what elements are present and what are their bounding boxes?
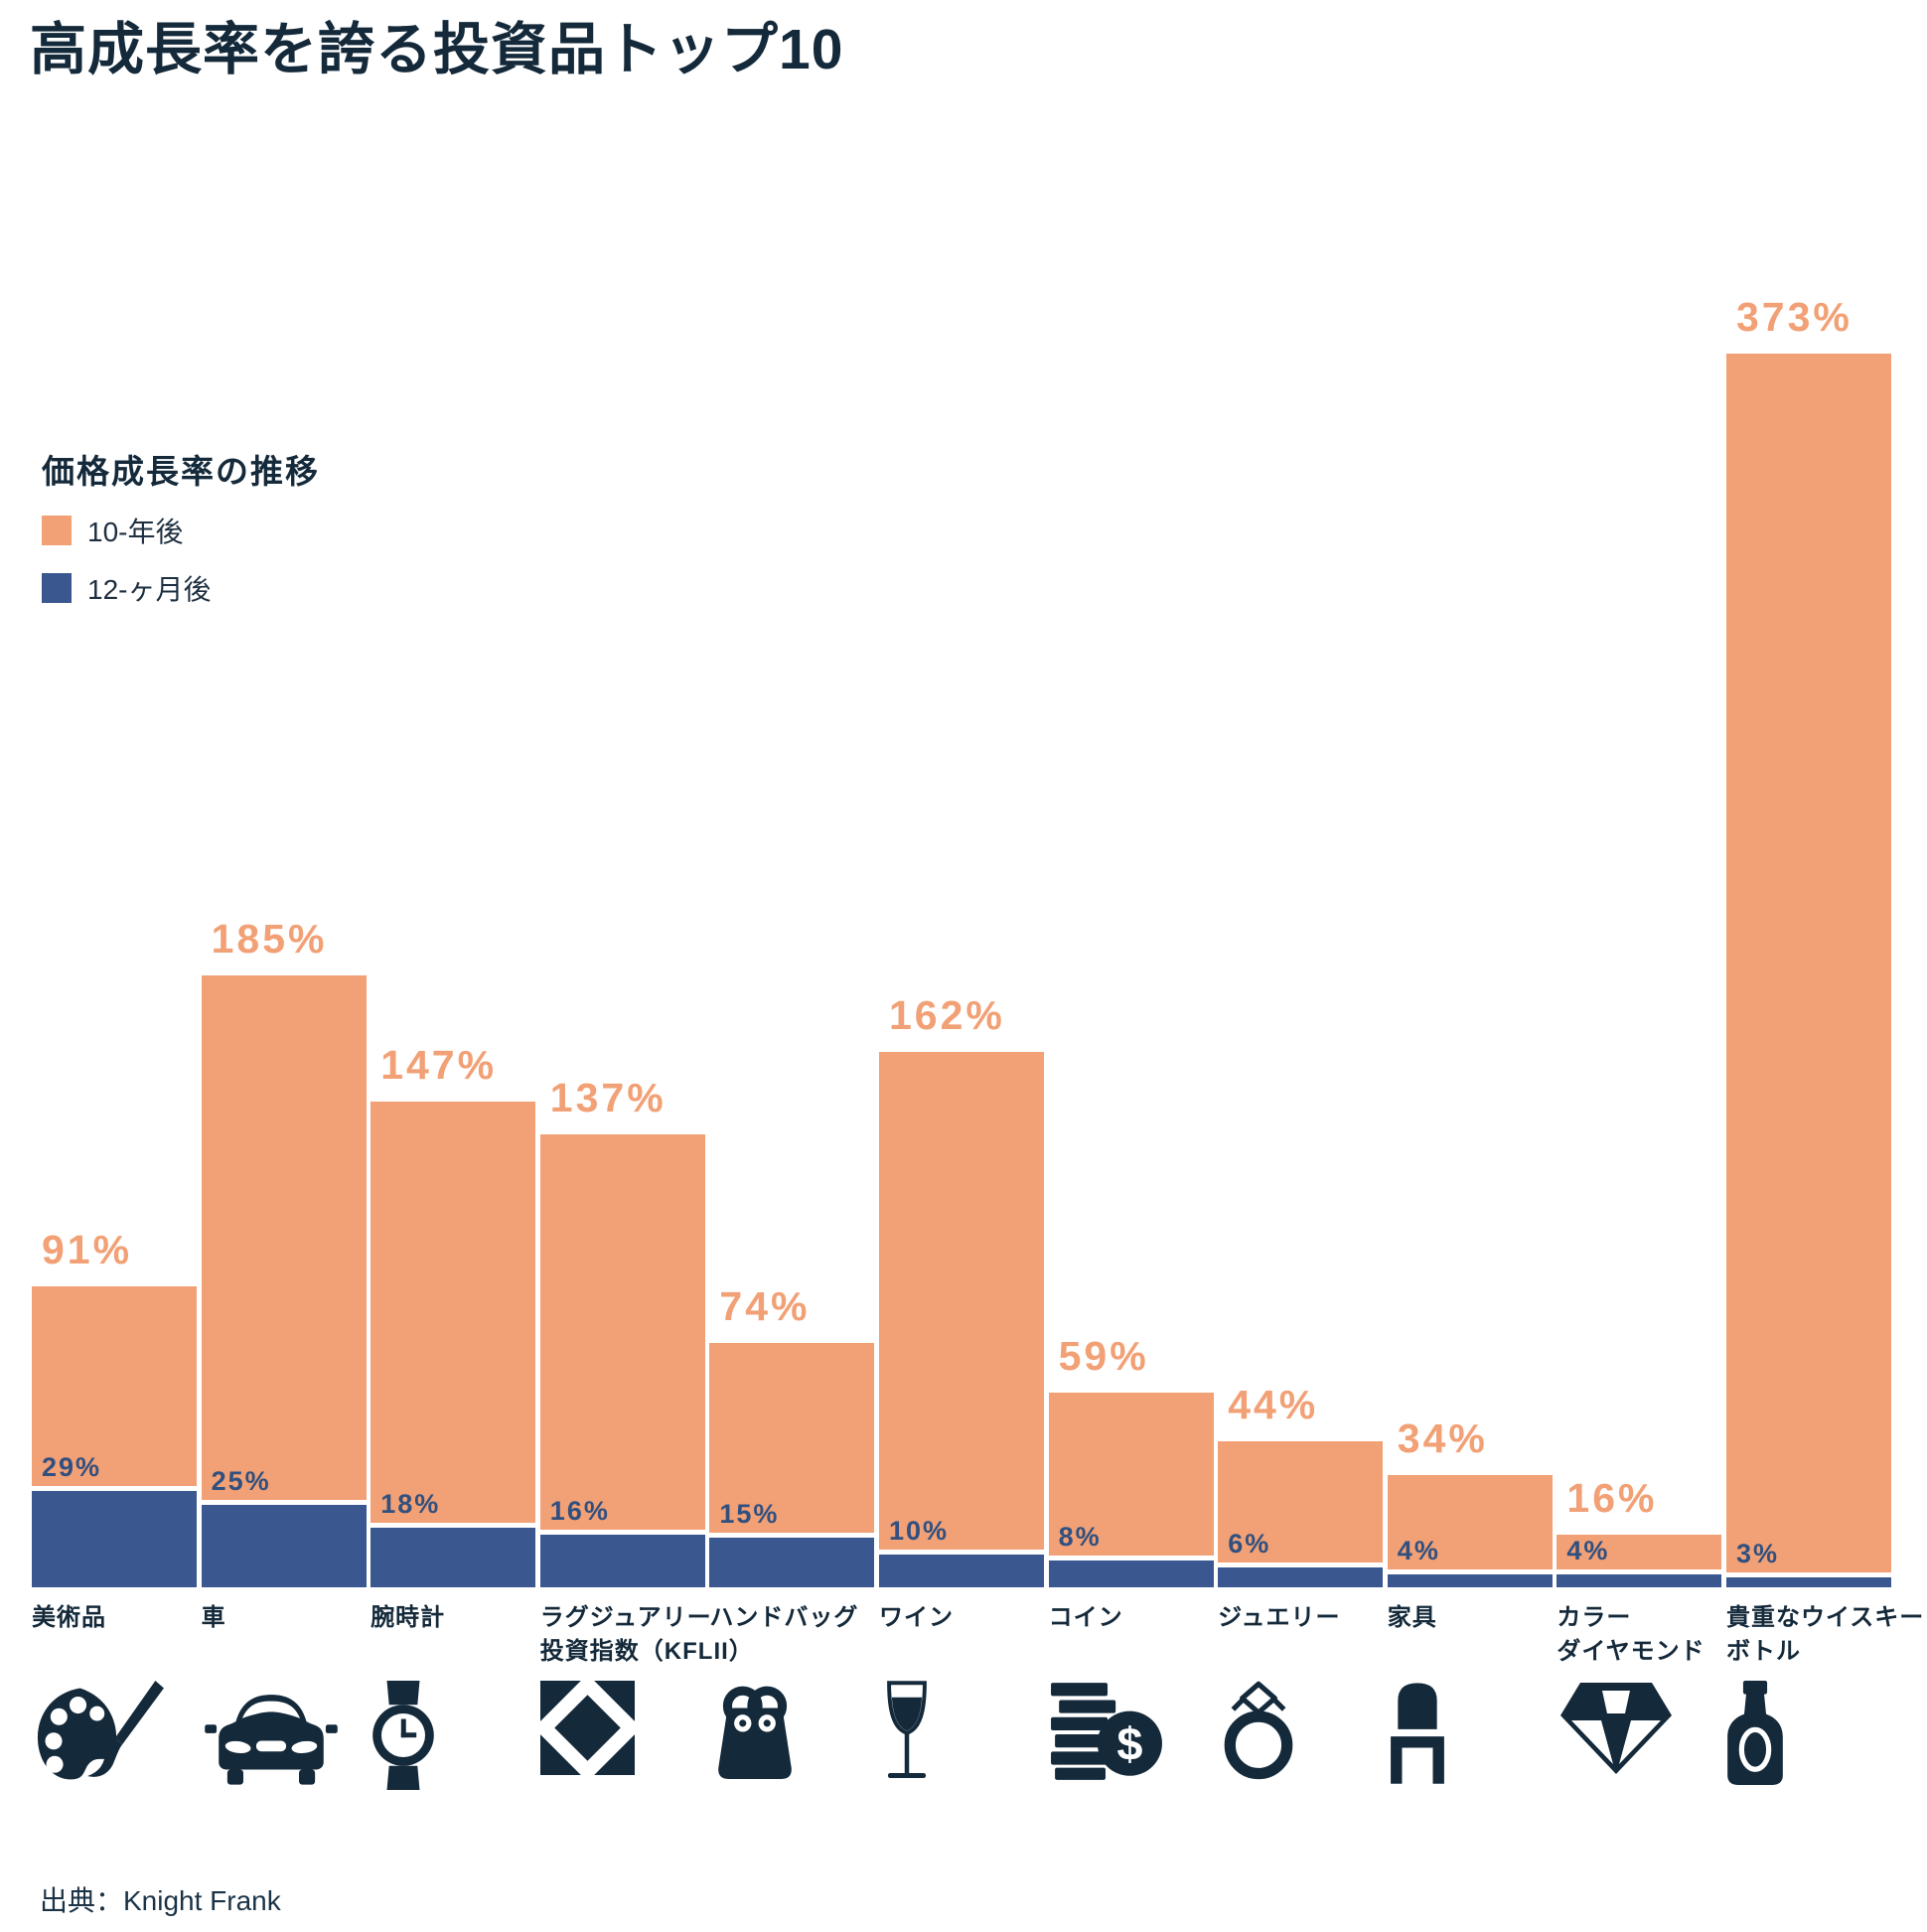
ring-icon	[1218, 1681, 1299, 1783]
legend-label-10yr: 10-年後	[87, 517, 184, 547]
bar-10yr-coins	[1048, 1392, 1214, 1587]
value-label-10yr-handbags: 74%	[719, 1282, 811, 1329]
value-label-12mo-coins: 8%	[1058, 1522, 1102, 1553]
bar-column-whisky: 373% 3% 貴重なウイスキー ボトル	[1726, 0, 1923, 1932]
category-label-coins: コイン	[1048, 1604, 1123, 1631]
legend-title: 価格成長率の推移	[42, 453, 320, 490]
value-label-10yr-jewellery: 44%	[1228, 1382, 1319, 1428]
bar-12mo-watches	[371, 1523, 536, 1587]
value-label-10yr-wine: 162%	[889, 991, 1005, 1038]
legend-swatch-12mo-icon	[42, 573, 72, 603]
bar-10yr-furniture	[1387, 1474, 1553, 1587]
value-label-10yr-cars: 185%	[211, 915, 328, 962]
bar-column-diamonds: 16% 4% カラー ダイヤモンド	[1556, 0, 1722, 1932]
value-label-12mo-watches: 18%	[380, 1489, 441, 1520]
category-label-watches: 腕時計	[371, 1604, 446, 1631]
bar-column-jewellery: 44% 6% ジュエリー	[1218, 0, 1384, 1932]
page-title: 高成長率を誇る投資品トップ10	[30, 18, 844, 81]
value-label-12mo-jewellery: 6%	[1228, 1529, 1271, 1560]
value-label-12mo-art: 29%	[42, 1452, 102, 1483]
bar-12mo-cars	[201, 1499, 367, 1587]
whisky-bottle-icon	[1726, 1681, 1784, 1785]
bar-column-handbags: 74% 15% ハンドバッグ	[709, 0, 875, 1932]
bar-column-furniture: 34% 4% 家具	[1387, 0, 1553, 1932]
bar-column-wine: 162% 10% ワイン	[879, 0, 1044, 1932]
chair-icon	[1388, 1681, 1447, 1784]
value-label-12mo-furniture: 4%	[1397, 1535, 1440, 1565]
bar-column-art: 91% 29% 美術品	[32, 0, 197, 1932]
bar-12mo-handbags	[709, 1533, 875, 1587]
value-label-12mo-diamonds: 4%	[1566, 1535, 1610, 1565]
category-label-diamonds: カラー ダイヤモンド	[1556, 1604, 1705, 1665]
value-label-10yr-coins: 59%	[1058, 1332, 1149, 1379]
bar-10yr-watches	[371, 1101, 536, 1587]
value-label-10yr-kflii: 137%	[549, 1074, 667, 1120]
bar-12mo-furniture	[1387, 1568, 1553, 1587]
handbag-icon	[709, 1681, 801, 1782]
value-label-10yr-whisky: 373%	[1736, 293, 1853, 340]
bar-12mo-kflii	[539, 1529, 705, 1587]
bar-10yr-cars	[201, 974, 367, 1587]
bar-column-coins: 59% 8% コイン $	[1048, 0, 1214, 1932]
legend: 価格成長率の推移 10-年後 12-ヶ月後	[42, 445, 320, 608]
bar-12mo-coins	[1048, 1556, 1214, 1587]
coins-icon: $	[1049, 1681, 1164, 1782]
source-note: 出典：Knight Frank	[40, 1885, 281, 1916]
value-label-10yr-watches: 147%	[380, 1041, 498, 1088]
bar-12mo-art	[32, 1486, 197, 1587]
value-label-12mo-whisky: 3%	[1736, 1539, 1780, 1569]
value-label-10yr-diamonds: 16%	[1566, 1474, 1658, 1521]
legend-item-12mo: 12-ヶ月後	[42, 568, 320, 608]
category-label-jewellery: ジュエリー	[1218, 1604, 1341, 1631]
value-label-12mo-kflii: 16%	[549, 1495, 610, 1526]
category-label-art: 美術品	[32, 1604, 106, 1631]
category-label-wine: ワイン	[879, 1604, 954, 1631]
legend-item-10yr: 10-年後	[42, 511, 320, 550]
svg-text:$: $	[1116, 1717, 1142, 1769]
legend-swatch-10yr-icon	[42, 516, 72, 545]
value-label-12mo-handbags: 15%	[719, 1499, 780, 1530]
bar-column-watches: 147% 18% 腕時計	[371, 0, 536, 1932]
category-label-kflii: ラグジュアリー 投資指数（KFLII）	[539, 1604, 754, 1665]
legend-label-12mo: 12-ヶ月後	[87, 574, 212, 605]
wristwatch-icon	[371, 1681, 436, 1790]
palette-brush-icon	[32, 1681, 171, 1792]
bar-12mo-jewellery	[1218, 1562, 1384, 1587]
bar-12mo-whisky	[1726, 1572, 1891, 1587]
knight-frank-index-icon	[539, 1681, 635, 1775]
bar-10yr-kflii	[539, 1133, 705, 1587]
value-label-10yr-art: 91%	[42, 1226, 133, 1272]
value-label-12mo-cars: 25%	[211, 1465, 271, 1496]
category-label-whisky: 貴重なウイスキー ボトル	[1726, 1604, 1925, 1665]
wine-glass-icon	[879, 1681, 935, 1792]
bar-12mo-wine	[879, 1549, 1044, 1587]
bar-10yr-whisky	[1726, 353, 1891, 1587]
diamond-icon	[1556, 1681, 1676, 1776]
bar-column-kflii: 137% 16% ラグジュアリー 投資指数（KFLII）	[539, 0, 753, 1932]
value-label-12mo-wine: 10%	[889, 1515, 950, 1546]
car-icon	[202, 1681, 341, 1788]
bar-12mo-diamonds	[1556, 1568, 1722, 1587]
category-label-furniture: 家具	[1387, 1604, 1437, 1631]
category-label-handbags: ハンドバッグ	[709, 1604, 859, 1631]
bar-column-cars: 185% 25% 車	[201, 0, 367, 1932]
value-label-10yr-furniture: 34%	[1397, 1414, 1488, 1461]
category-label-cars: 車	[201, 1604, 226, 1631]
bar-10yr-wine	[879, 1051, 1044, 1587]
